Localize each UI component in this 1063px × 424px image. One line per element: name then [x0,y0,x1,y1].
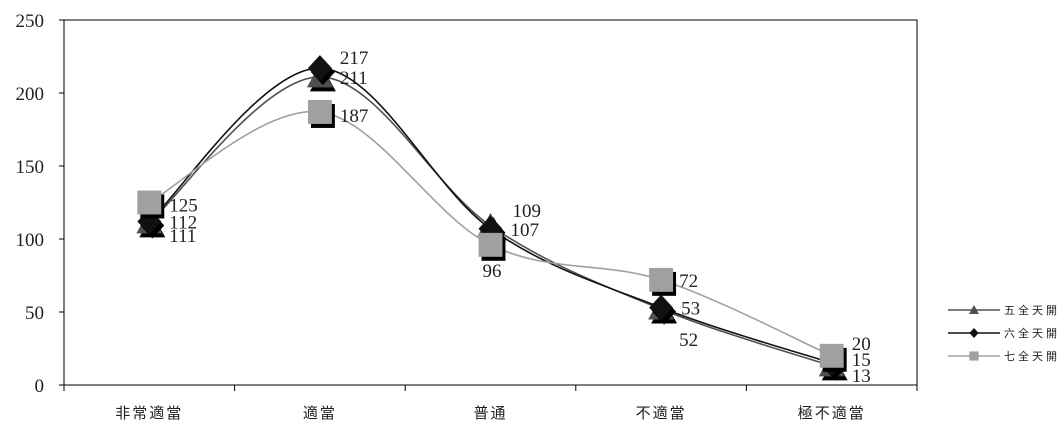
legend-marker-shape [969,328,979,338]
data-point-marker [307,100,335,128]
legend-marker [969,305,979,314]
legend-marker [969,328,979,338]
legend-item: 五全天開 [948,303,1060,317]
data-label: 111 [169,226,196,247]
data-label: 112 [169,212,197,233]
y-tick-label: 50 [25,303,44,324]
data-point-marker-shape [649,294,674,321]
y-tick-label: 0 [35,376,45,397]
x-category-label: 不適當 [636,404,687,422]
x-category-label: 普通 [473,404,507,422]
data-point-marker [307,55,335,86]
x-category-label: 非常適當 [115,404,183,422]
data-label: 13 [852,366,871,387]
y-tick-label: 100 [16,230,45,251]
y-tick-label: 250 [16,11,45,32]
data-label: 72 [679,271,698,292]
x-category-label: 極不適當 [798,404,866,422]
legend-item: 七全天開 [948,349,1060,363]
series-markers [136,55,848,381]
data-label: 211 [340,68,368,89]
data-point-marker [137,190,165,219]
legend-marker-shape [969,351,979,361]
x-category-label: 適當 [303,404,337,422]
data-point-marker-shape [307,100,332,124]
data-point-marker [649,267,677,296]
y-tick-label: 200 [16,84,45,105]
data-label: 187 [340,106,369,127]
legend-marker [969,351,979,361]
data-label: 52 [679,330,698,351]
data-labels: 111 211 109 52 13 112 217 107 53 15 125 187 96 72 20 [169,48,870,387]
data-label: 96 [483,261,502,282]
legend-marker-shape [969,305,979,314]
data-label: 20 [852,334,871,355]
data-point-marker-shape [819,343,844,368]
data-point-marker [649,294,677,325]
data-point-marker-shape [478,232,503,257]
data-label: 15 [852,350,871,371]
data-point-marker-shape [649,267,674,292]
data-label: 53 [681,299,700,320]
data-label: 217 [340,48,369,69]
series-line-1 [148,76,832,367]
legend-label: 七全天開 [1004,349,1060,363]
data-point-marker [819,343,847,372]
axes: 0 50 100 150 200 250 非常適當 適當 普通 不適當 極不適當 [16,11,918,422]
data-point-marker [478,232,506,261]
plot-area [63,19,918,386]
data-label: 125 [169,196,198,217]
data-label: 107 [511,220,540,241]
data-label: 109 [513,201,542,222]
series-line-2 [148,67,832,364]
data-point-marker-shape [137,190,162,215]
legend-item: 六全天開 [948,326,1060,340]
data-point-marker-shape [307,55,332,82]
y-tick-label: 150 [16,157,45,178]
legend-label: 五全天開 [1004,303,1060,317]
legend-label: 六全天開 [1004,326,1060,340]
